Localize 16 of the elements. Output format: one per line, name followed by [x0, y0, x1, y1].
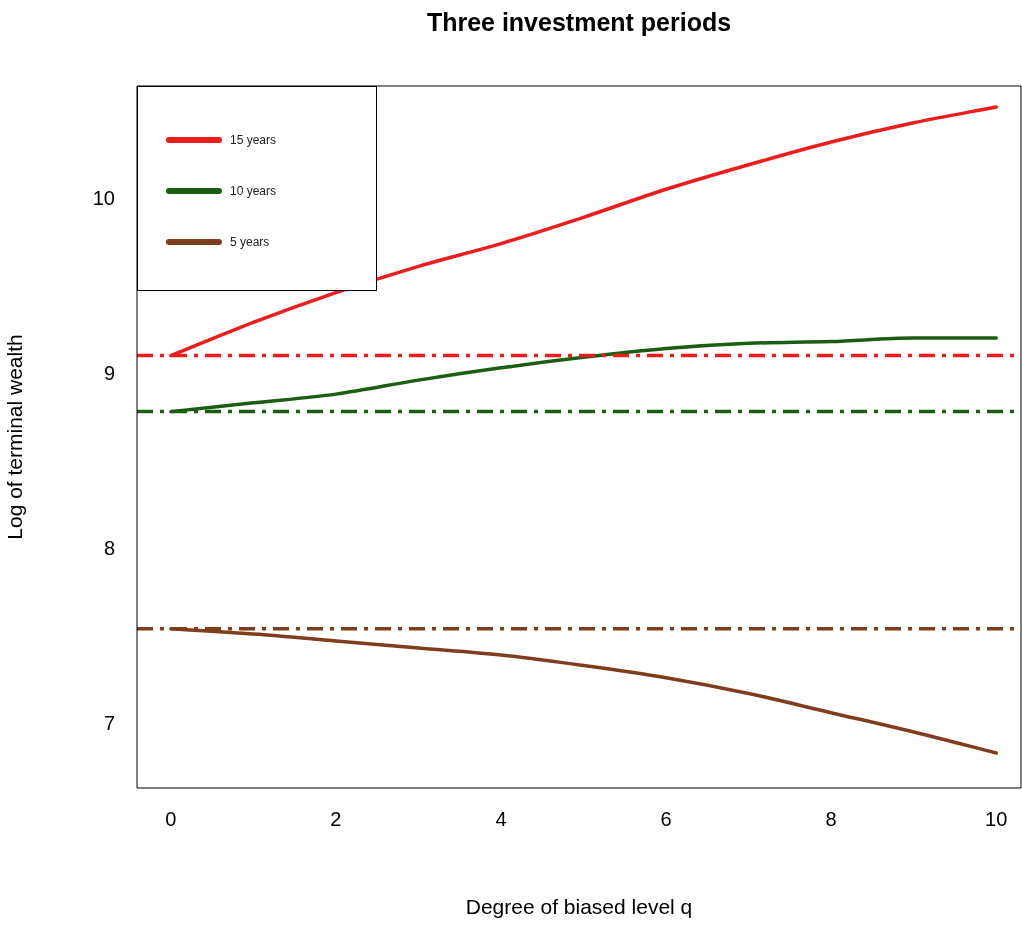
legend-label: 15 years	[230, 132, 277, 147]
chart-title: Three investment periods	[426, 7, 732, 36]
x-tick-label: 6	[660, 807, 672, 830]
y-tick-label: 8	[103, 537, 115, 560]
y-tick-label: 7	[103, 712, 115, 735]
x-tick-label: 8	[825, 807, 837, 830]
legend-label: 5 years	[230, 234, 270, 249]
x-axis-title: Degree of biased level q	[465, 895, 693, 919]
legend-label: 10 years	[230, 183, 277, 198]
x-tick-label: 2	[330, 807, 342, 830]
x-tick-label: 10	[985, 807, 1008, 830]
y-tick-label: 10	[92, 187, 115, 210]
x-tick-label: 0	[165, 807, 177, 830]
x-tick-label: 4	[495, 807, 507, 830]
y-axis-title: Log of terminal wealth	[3, 334, 27, 540]
y-tick-label: 9	[103, 362, 115, 385]
